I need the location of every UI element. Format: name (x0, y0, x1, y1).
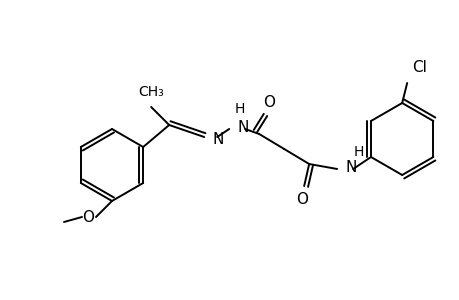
Text: N: N (344, 160, 356, 175)
Text: O: O (82, 209, 94, 224)
Text: Cl: Cl (411, 60, 426, 75)
Text: H: H (353, 145, 363, 159)
Text: O: O (263, 95, 274, 110)
Text: N: N (237, 119, 248, 134)
Text: O: O (296, 192, 308, 207)
Text: N: N (212, 131, 223, 146)
Text: CH₃: CH₃ (138, 85, 164, 99)
Text: H: H (234, 102, 244, 116)
